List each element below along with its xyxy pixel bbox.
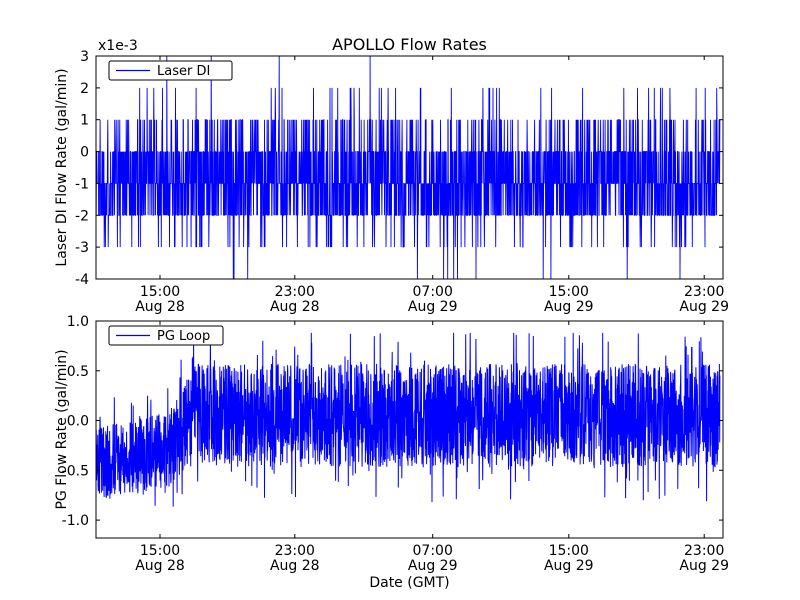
y-tick-label: 0 — [80, 145, 89, 161]
legend-box — [108, 325, 224, 346]
series-line-laser-di — [96, 56, 721, 279]
x-tick-label-date: Aug 29 — [408, 558, 458, 574]
legend-box — [108, 60, 233, 81]
y-tick-label: 1.0 — [67, 314, 89, 330]
x-tick-label-date: Aug 29 — [408, 299, 458, 315]
x-tick-label-date: Aug 29 — [544, 558, 594, 574]
x-tick-label-date: Aug 28 — [135, 558, 185, 574]
x-tick-label-time: 23:00 — [275, 284, 315, 300]
y-tick-label: 3 — [80, 49, 89, 65]
y-tick-label: -2 — [75, 208, 89, 224]
legend-label: PG Loop — [157, 329, 210, 344]
chart-title: APOLLO Flow Rates — [332, 35, 487, 54]
x-tick-label-time: 07:00 — [413, 543, 453, 559]
series-line-pg-loop — [96, 332, 721, 507]
x-tick-label-date: Aug 29 — [679, 299, 729, 315]
y-tick-label: -4 — [75, 272, 89, 288]
x-tick-label-time: 15:00 — [549, 284, 589, 300]
y-offset-label: x1e-3 — [98, 38, 138, 54]
x-tick-label-date: Aug 28 — [135, 299, 185, 315]
y-axis-label: Laser DI Flow Rate (gal/min) — [54, 68, 70, 266]
y-tick-label: 1 — [80, 113, 89, 129]
x-tick-label-time: 23:00 — [275, 543, 315, 559]
legend: PG Loop — [108, 325, 224, 346]
y-tick-label: -0.5 — [62, 463, 89, 479]
x-tick-label-date: Aug 28 — [270, 558, 320, 574]
x-tick-label-time: 23:00 — [684, 284, 724, 300]
y-tick-label: -1.0 — [62, 513, 89, 529]
y-tick-label: -1 — [75, 176, 89, 192]
y-axis-label: PG Flow Rate (gal/min) — [54, 349, 70, 509]
y-tick-label: 0.5 — [67, 364, 89, 380]
x-tick-label-date: Aug 29 — [544, 299, 594, 315]
y-tick-label: -3 — [75, 240, 89, 256]
y-tick-label: 2 — [80, 81, 89, 97]
y-tick-label: 0.0 — [67, 414, 89, 430]
x-tick-label-date: Aug 29 — [679, 558, 729, 574]
legend: Laser DI — [108, 60, 233, 81]
x-tick-label-time: 23:00 — [684, 543, 724, 559]
legend-label: Laser DI — [157, 64, 210, 79]
axes-frame — [95, 55, 724, 280]
x-axis-label: Date (GMT) — [369, 575, 449, 591]
x-tick-label-date: Aug 28 — [270, 299, 320, 315]
x-tick-label-time: 07:00 — [413, 284, 453, 300]
x-tick-label-time: 15:00 — [140, 284, 180, 300]
x-tick-label-time: 15:00 — [549, 543, 589, 559]
axes-frame — [95, 320, 724, 539]
x-tick-label-time: 15:00 — [140, 543, 180, 559]
